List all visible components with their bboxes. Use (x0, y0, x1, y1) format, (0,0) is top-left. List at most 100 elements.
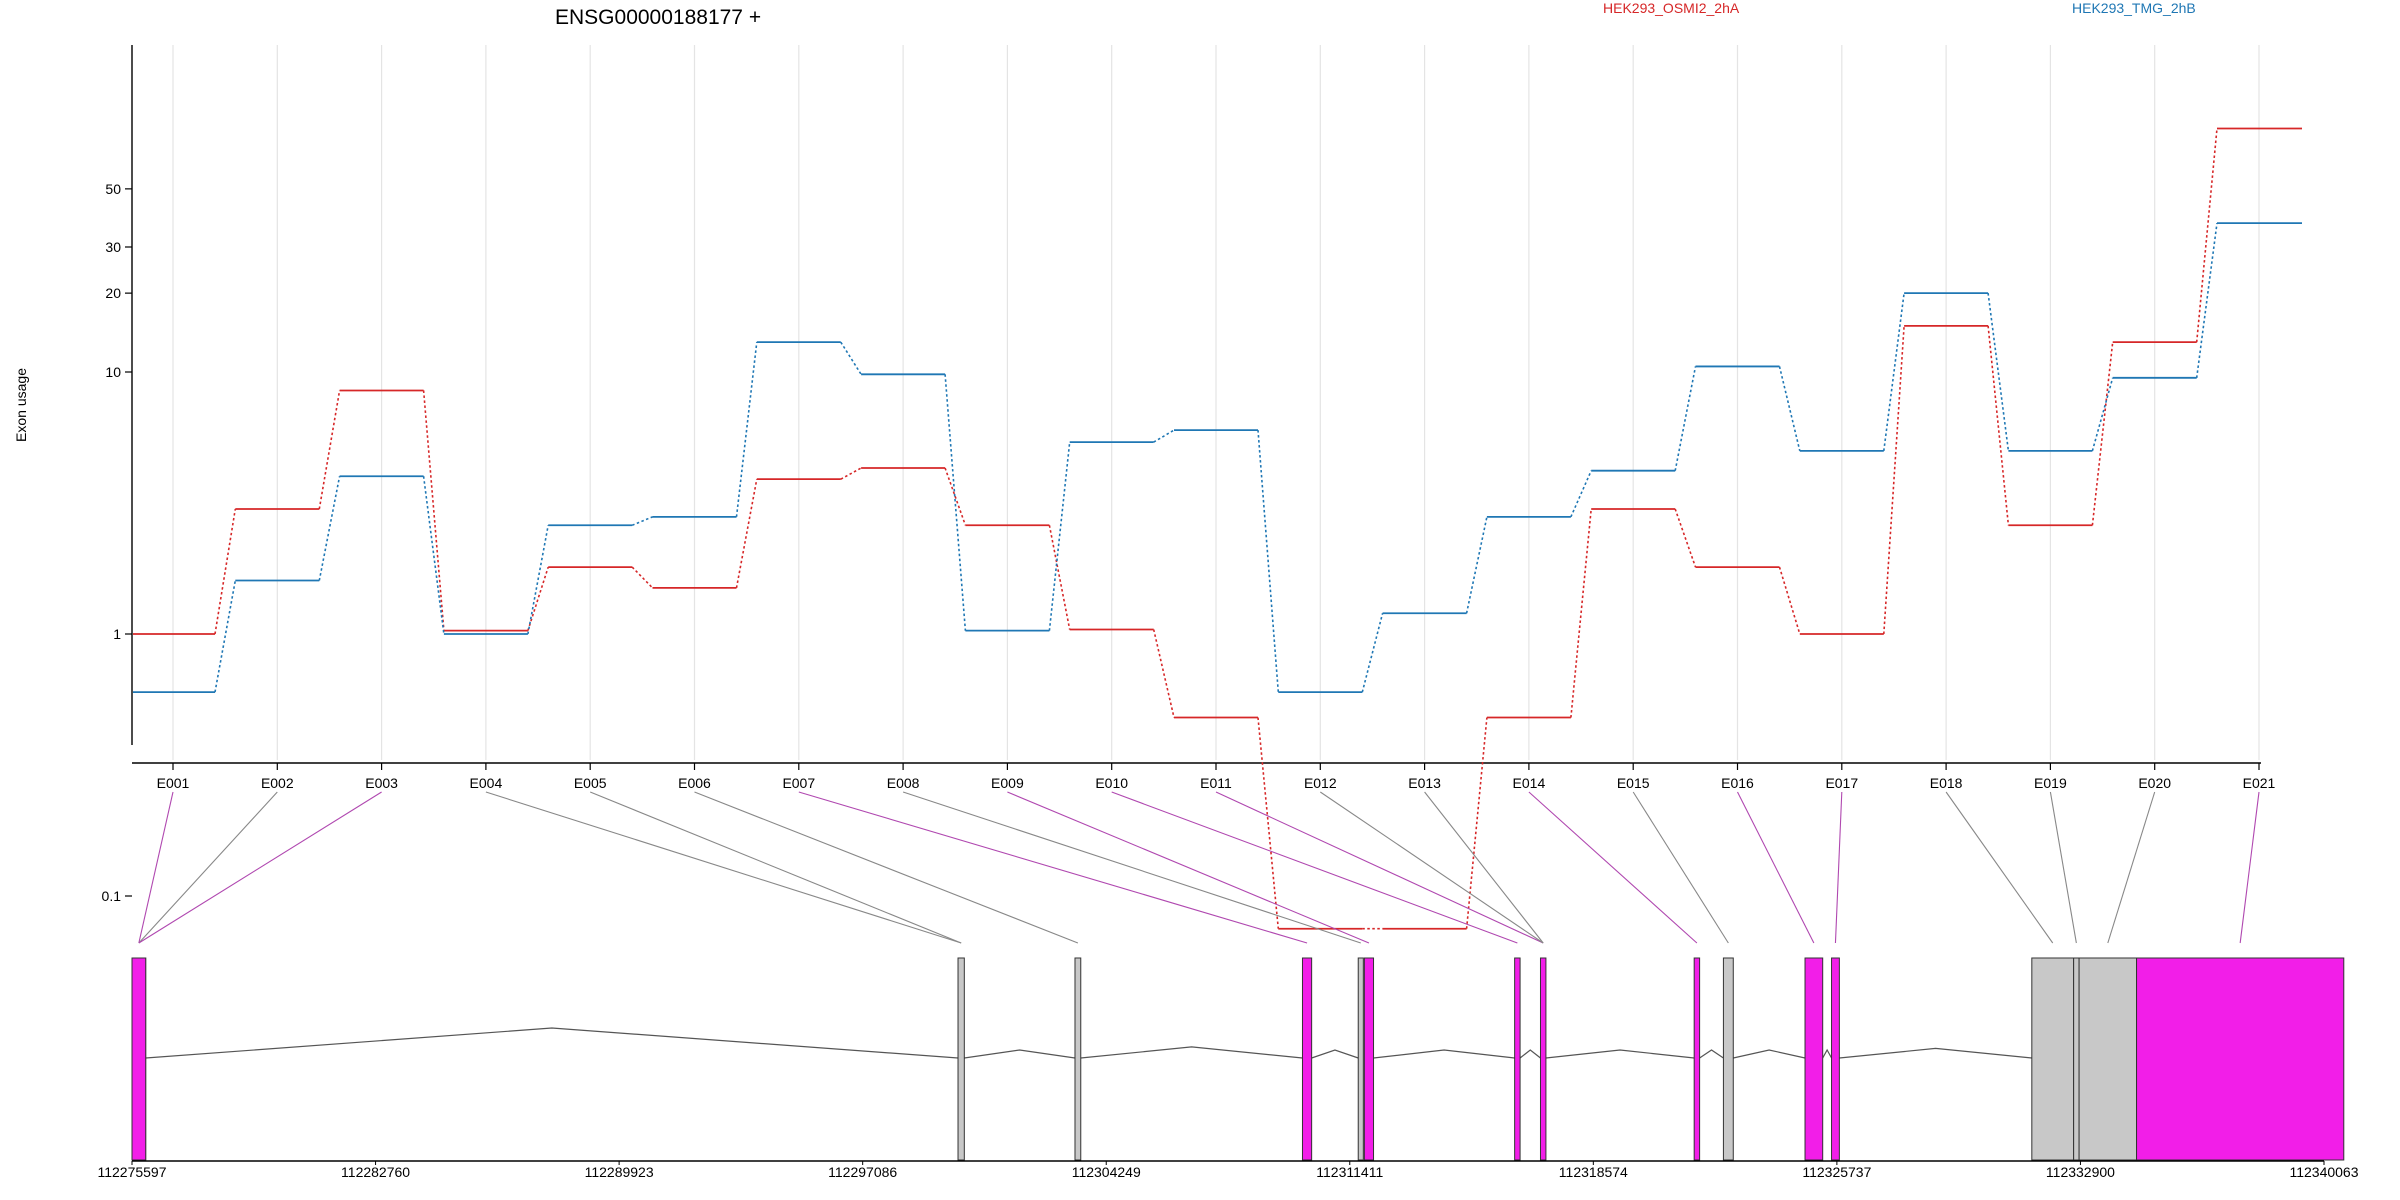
exon-box-e008 (1357, 957, 1364, 1161)
genomic-tick-label: 112340063 (2289, 1164, 2358, 1180)
data-connector-e021 (2195, 128, 2218, 343)
connector-e007 (798, 791, 1308, 944)
x-tick-label: E018 (1930, 775, 1963, 791)
x-tick-label: E020 (2138, 775, 2171, 791)
data-connector-e004 (422, 390, 445, 631)
x-tick-label: E010 (1095, 775, 1128, 791)
connector-e012 (1319, 791, 1544, 944)
genomic-tick-label: 112311411 (1316, 1164, 1383, 1180)
connector-e013 (1424, 791, 1544, 944)
connector-e001 (138, 791, 174, 944)
exon-box-e015 (1722, 957, 1734, 1161)
exon-box-e009 (1363, 957, 1375, 1161)
data-connector-e015 (1570, 470, 1592, 518)
connector-e021 (2239, 791, 2260, 944)
connector-e009 (1007, 791, 1370, 944)
data-connector-e010 (1048, 442, 1071, 631)
connector-e016 (1737, 791, 1815, 944)
genomic-tick-label: 112325737 (1802, 1164, 1871, 1180)
genomic-tick-label: 112282760 (341, 1164, 410, 1180)
x-tick-label: E003 (365, 775, 398, 791)
x-tick-label: E016 (1721, 775, 1754, 791)
exon-box-e006 (1074, 957, 1082, 1161)
x-tick-label: E015 (1617, 775, 1650, 791)
exon-box-e021 (2136, 957, 2345, 1161)
data-connector-e018 (1883, 325, 1905, 635)
data-connector-e009 (944, 374, 967, 631)
data-connector-e006 (631, 516, 653, 527)
x-axis-exon-labels: E001 E002 E003 E004 E005 E006 E007 E008 E009 E010… (132, 762, 2276, 791)
series-hek293-tmg-2hb (133, 222, 2302, 694)
data-connector-e012 (1257, 430, 1280, 693)
exon-box-e018 (2031, 957, 2075, 1161)
data-connector-e013 (1361, 613, 1384, 693)
data-connector-e005 (527, 525, 549, 635)
exon-box-e007 (1301, 957, 1313, 1161)
genomic-tick-label: 112275597 (97, 1164, 166, 1180)
x-tick-label: E005 (574, 775, 607, 791)
data-connector-e021 (2195, 223, 2218, 378)
y-axis: 0.1 1 10 20 30 50 (102, 45, 133, 904)
data-connector-e006 (631, 566, 654, 589)
data-connector-e014 (1465, 717, 1488, 929)
data-connector-e012 (1257, 717, 1280, 929)
series-hek293-osmi2-2ha (133, 127, 2302, 930)
connector-e005 (589, 791, 962, 944)
x-tick-label: E021 (2243, 775, 2276, 791)
x-tick-label: E004 (470, 775, 503, 791)
x-tick-label: E002 (261, 775, 294, 791)
data-connector-e019 (1987, 325, 2010, 526)
y-tick-label: 1 (113, 626, 121, 642)
connector-e011 (1215, 791, 1544, 944)
data-connector-e008 (840, 341, 862, 375)
exon-box-e003 (131, 957, 147, 1161)
gene-model (131, 957, 2345, 1161)
data-connector-e003 (318, 390, 341, 510)
y-tick-label: 20 (105, 285, 121, 301)
x-tick-label: E008 (887, 775, 920, 791)
connector-e017 (1834, 791, 1843, 944)
legend-entry-tmg: HEK293_TMG_2hB (2072, 0, 2196, 16)
data-connector-e016 (1674, 366, 1697, 471)
intron-line (1839, 1047, 2032, 1059)
data-connector-e011 (1153, 429, 1175, 443)
y-axis-label: Exon usage (13, 368, 29, 442)
x-tick-label: E014 (1513, 775, 1546, 791)
genomic-tick-label: 112304249 (1072, 1164, 1141, 1180)
data-connector-e008 (840, 467, 862, 480)
connector-e018 (1945, 791, 2054, 944)
connector-e008 (902, 791, 1361, 944)
genomic-tick-label: 112318574 (1559, 1164, 1628, 1180)
y-tick-label: 0.1 (102, 888, 122, 904)
y-tick-label: 10 (105, 364, 121, 380)
data-connector-e014 (1465, 516, 1488, 614)
connector-e014 (1528, 791, 1698, 944)
vertical-gridlines (172, 45, 2260, 760)
series-lines (133, 127, 2302, 930)
data-connector-e005 (527, 566, 549, 631)
data-connector-e019 (1987, 293, 2010, 451)
x-tick-label: E001 (157, 775, 190, 791)
intron-line (1519, 1049, 1541, 1059)
chart-title: ENSG00000188177 + (555, 6, 761, 29)
data-connector-e011 (1152, 629, 1175, 718)
intron-line (1373, 1049, 1515, 1059)
data-connector-e009 (944, 467, 967, 526)
x-tick-label: E019 (2034, 775, 2067, 791)
x-tick-label: E017 (1825, 775, 1858, 791)
x-tick-label: E007 (782, 775, 815, 791)
y-tick-label: 50 (105, 181, 121, 197)
exon-box-e016 (1804, 957, 1824, 1161)
x-tick-label: E009 (991, 775, 1024, 791)
data-connector-e016 (1674, 508, 1697, 568)
genomic-tick-label: 112297086 (828, 1164, 897, 1180)
data-connector-e017 (1778, 366, 1801, 452)
intron-line (1545, 1049, 1695, 1059)
intron-line (1733, 1049, 1806, 1059)
data-connector-e002 (214, 580, 237, 693)
x-tick-label: E013 (1408, 775, 1441, 791)
exon-box-e011 (1539, 957, 1547, 1161)
intron-line (1822, 1048, 1833, 1059)
intron-line (1699, 1049, 1724, 1059)
